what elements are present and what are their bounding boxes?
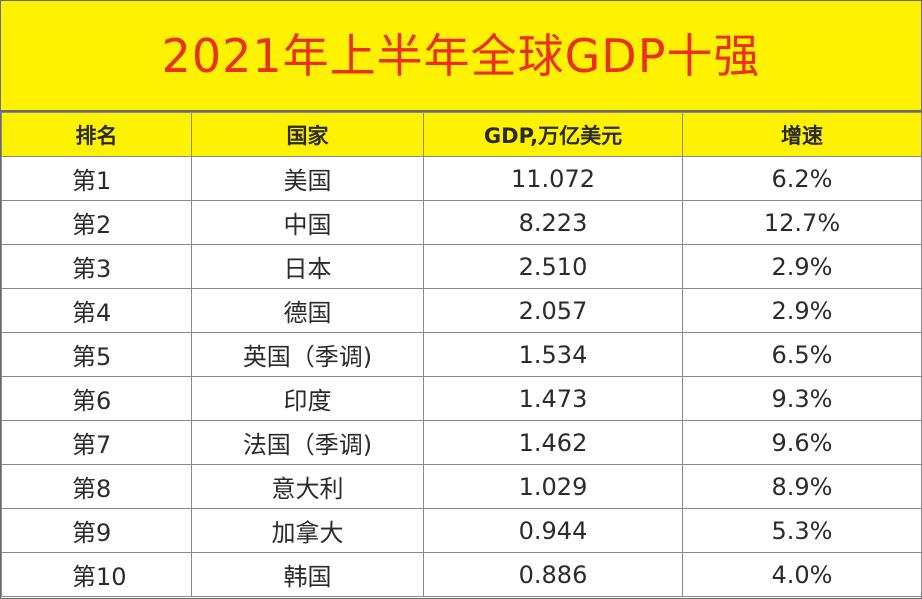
growth-rate-cell: 6.2% bbox=[682, 156, 922, 201]
gdp-value-cell: 1.534 bbox=[423, 332, 683, 377]
header-country: 国家 bbox=[191, 112, 424, 157]
table-row: 第3 日本 2.510 2.9% bbox=[1, 244, 922, 289]
gdp-value-cell: 1.029 bbox=[423, 464, 683, 509]
country-cell: 中国 bbox=[191, 200, 424, 245]
table-row: 第5 英国（季调) 1.534 6.5% bbox=[1, 332, 922, 377]
gdp-value-cell: 2.057 bbox=[423, 288, 683, 333]
country-cell: 英国（季调) bbox=[191, 332, 424, 377]
country-cell: 法国（季调) bbox=[191, 420, 424, 465]
gdp-value-cell: 2.510 bbox=[423, 244, 683, 289]
growth-rate-cell: 8.9% bbox=[682, 464, 922, 509]
header-rank: 排名 bbox=[1, 112, 192, 157]
country-cell: 印度 bbox=[191, 376, 424, 421]
gdp-value-cell: 11.072 bbox=[423, 156, 683, 201]
growth-rate-cell: 2.9% bbox=[682, 288, 922, 333]
rank-cell: 第8 bbox=[1, 464, 192, 509]
rank-cell: 第7 bbox=[1, 420, 192, 465]
growth-rate-cell: 4.0% bbox=[682, 552, 922, 597]
table-body: 第1 美国 11.072 6.2% 第2 中国 8.223 12.7% 第3 日本 2.510 2.9… bbox=[1, 156, 922, 597]
table-row: 第4 德国 2.057 2.9% bbox=[1, 288, 922, 333]
gdp-value-cell: 8.223 bbox=[423, 200, 683, 245]
table-row: 第10 韩国 0.886 4.0% bbox=[1, 552, 922, 597]
header-gdp: GDP,万亿美元 bbox=[423, 112, 683, 157]
gdp-value-cell: 0.944 bbox=[423, 508, 683, 553]
gdp-value-cell: 0.886 bbox=[423, 552, 683, 597]
growth-rate-cell: 2.9% bbox=[682, 244, 922, 289]
table-row: 第7 法国（季调) 1.462 9.6% bbox=[1, 420, 922, 465]
rank-cell: 第1 bbox=[1, 156, 192, 201]
rank-cell: 第4 bbox=[1, 288, 192, 333]
rank-cell: 第2 bbox=[1, 200, 192, 245]
rank-cell: 第3 bbox=[1, 244, 192, 289]
table-row: 第1 美国 11.072 6.2% bbox=[1, 156, 922, 201]
rank-cell: 第5 bbox=[1, 332, 192, 377]
country-cell: 韩国 bbox=[191, 552, 424, 597]
country-cell: 意大利 bbox=[191, 464, 424, 509]
header-growth: 增速 bbox=[682, 112, 922, 157]
gdp-value-cell: 1.462 bbox=[423, 420, 683, 465]
header-row: 排名 国家 GDP,万亿美元 增速 bbox=[1, 112, 922, 157]
country-cell: 加拿大 bbox=[191, 508, 424, 553]
table-row: 第9 加拿大 0.944 5.3% bbox=[1, 508, 922, 553]
country-cell: 德国 bbox=[191, 288, 424, 333]
growth-rate-cell: 12.7% bbox=[682, 200, 922, 245]
growth-rate-cell: 5.3% bbox=[682, 508, 922, 553]
table-title: 2021年上半年全球GDP十强 bbox=[161, 28, 761, 83]
table-row: 第8 意大利 1.029 8.9% bbox=[1, 464, 922, 509]
growth-rate-cell: 9.3% bbox=[682, 376, 922, 421]
gdp-value-cell: 1.473 bbox=[423, 376, 683, 421]
rank-cell: 第6 bbox=[1, 376, 192, 421]
gdp-ranking-table: 排名 国家 GDP,万亿美元 增速 第1 美国 11.072 6.2% 第2 中国 8.22… bbox=[1, 112, 922, 597]
growth-rate-cell: 6.5% bbox=[682, 332, 922, 377]
country-cell: 日本 bbox=[191, 244, 424, 289]
table-row: 第6 印度 1.473 9.3% bbox=[1, 376, 922, 421]
rank-cell: 第9 bbox=[1, 508, 192, 553]
title-banner: 2021年上半年全球GDP十强 bbox=[1, 1, 921, 112]
growth-rate-cell: 9.6% bbox=[682, 420, 922, 465]
table-row: 第2 中国 8.223 12.7% bbox=[1, 200, 922, 245]
rank-cell: 第10 bbox=[1, 552, 192, 597]
country-cell: 美国 bbox=[191, 156, 424, 201]
